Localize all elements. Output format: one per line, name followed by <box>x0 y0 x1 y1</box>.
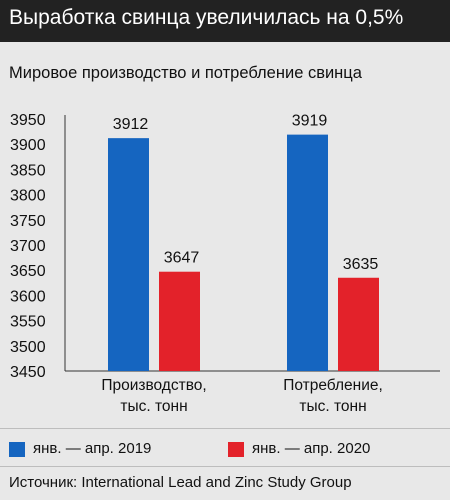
y-tick-label: 3950 <box>10 112 46 129</box>
bar-value-label: 3919 <box>292 113 328 130</box>
y-tick-label: 3650 <box>10 263 46 280</box>
y-tick-label: 3600 <box>10 288 46 305</box>
y-tick-label: 3750 <box>10 213 46 230</box>
category-label: тыс. тонн <box>120 398 187 415</box>
y-tick-label: 3900 <box>10 137 46 154</box>
bar <box>287 134 328 371</box>
y-tick-label: 3500 <box>10 339 46 356</box>
legend-label-2020: янв. — апр. 2020 <box>252 440 371 457</box>
bar <box>108 138 149 371</box>
legend-swatch-2019 <box>9 442 25 457</box>
header-bar: Выработка свинца увеличилась на 0,5% <box>0 0 450 42</box>
category-label: Потребление, <box>283 377 383 394</box>
category-label: Производство, <box>101 377 206 394</box>
y-tick-label: 3700 <box>10 238 46 255</box>
category-label: тыс. тонн <box>299 398 366 415</box>
bar <box>338 277 379 371</box>
legend-divider <box>0 428 450 429</box>
legend-swatch-2020 <box>228 442 244 457</box>
bar <box>159 271 200 371</box>
chart-panel <box>0 42 450 500</box>
source-divider <box>0 466 450 467</box>
y-tick-label: 3450 <box>10 364 46 381</box>
bar-value-label: 3912 <box>113 116 149 133</box>
y-tick-label: 3550 <box>10 314 46 331</box>
y-tick-label: 3800 <box>10 188 46 205</box>
legend-label-2019: янв. — апр. 2019 <box>33 440 152 457</box>
bar-value-label: 3635 <box>343 256 379 273</box>
bar-value-label: 3647 <box>164 250 200 267</box>
chart-subtitle: Мировое производство и потребление свинц… <box>9 64 362 82</box>
source-note: Источник: International Lead and Zinc St… <box>9 474 352 491</box>
chart-title: Выработка свинца увеличилась на 0,5% <box>9 6 404 29</box>
y-tick-label: 3850 <box>10 162 46 179</box>
